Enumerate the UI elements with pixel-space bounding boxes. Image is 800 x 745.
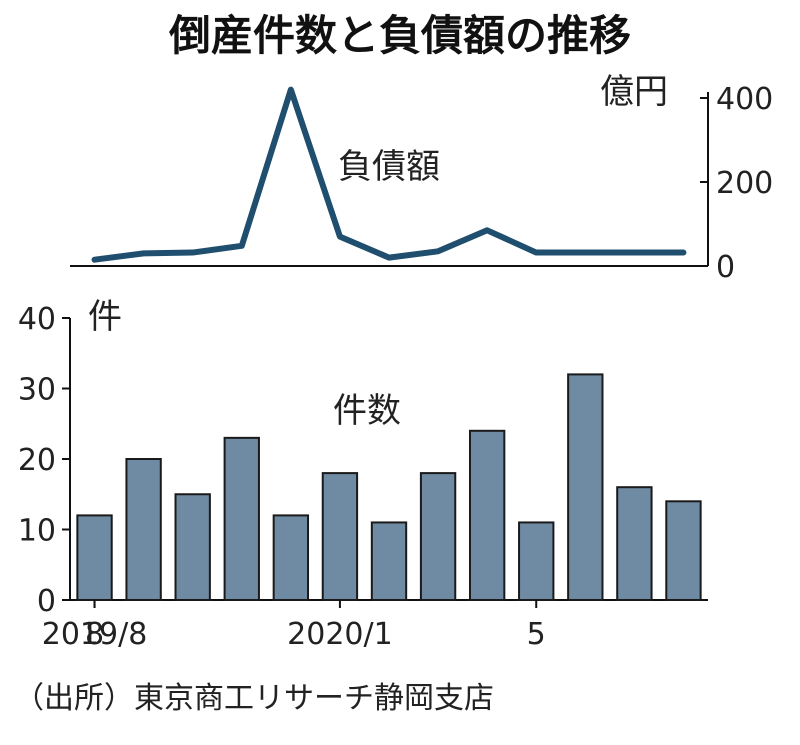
source-note: （出所）東京商工リサーチ静岡支店 — [14, 681, 494, 716]
bar-2020/5 — [518, 521, 555, 602]
line-y-unit-label: 億円 — [600, 72, 668, 112]
chart-title: 倒産件数と負債額の推移 — [168, 11, 631, 60]
bar-y-tick-label: 0 — [37, 584, 56, 619]
bar-y-ticks: 40 30 20 10 0 — [18, 302, 70, 619]
bar-2019/9 — [125, 458, 162, 601]
line-y-ticks: 400 200 0 — [700, 82, 773, 285]
line-panel: 億円 負債額 400 200 0 — [70, 72, 773, 285]
debt-line — [91, 86, 687, 263]
bars — [76, 373, 702, 602]
bar-2020/1 — [321, 472, 359, 602]
bar-2019/12 — [272, 514, 310, 602]
bar-2019/11 — [223, 436, 260, 601]
bar-2020/6 — [567, 373, 604, 601]
line-y-tick-label: 400 — [716, 82, 773, 117]
line-y-tick-label: 0 — [716, 250, 735, 285]
bar-y-tick-label: 10 — [18, 514, 56, 549]
bar-2020/4 — [468, 429, 506, 601]
bar-x-ticks: 2019/8 2020/1 5 8 — [42, 600, 546, 652]
bar-y-tick-label: 30 — [18, 373, 56, 408]
bar-2020/8 — [665, 500, 702, 601]
line-y-tick-label: 200 — [716, 166, 773, 201]
bar-2019/10 — [174, 493, 211, 601]
bar-panel: 件 件数 40 30 20 10 0 2019/8 2020/1 5 8 — [18, 297, 708, 652]
bar-x-tick-label: 2020/1 — [287, 617, 393, 652]
line-series-label: 負債額 — [338, 147, 440, 187]
bar-2020/7 — [616, 486, 653, 602]
bar-2019/8 — [76, 514, 113, 602]
bar-2020/2 — [370, 521, 408, 602]
bar-y-tick-label: 20 — [18, 443, 56, 478]
bar-x-tick-label: 5 — [527, 617, 546, 652]
bar-y-unit-label: 件 — [88, 297, 122, 337]
bar-y-tick-label: 40 — [18, 302, 56, 337]
bar-2020/3 — [419, 472, 457, 602]
bar-x-tick-label: 2019/8 — [42, 617, 148, 652]
bar-series-label: 件数 — [333, 391, 401, 431]
bar-x-tick-label: 8 — [85, 617, 104, 652]
